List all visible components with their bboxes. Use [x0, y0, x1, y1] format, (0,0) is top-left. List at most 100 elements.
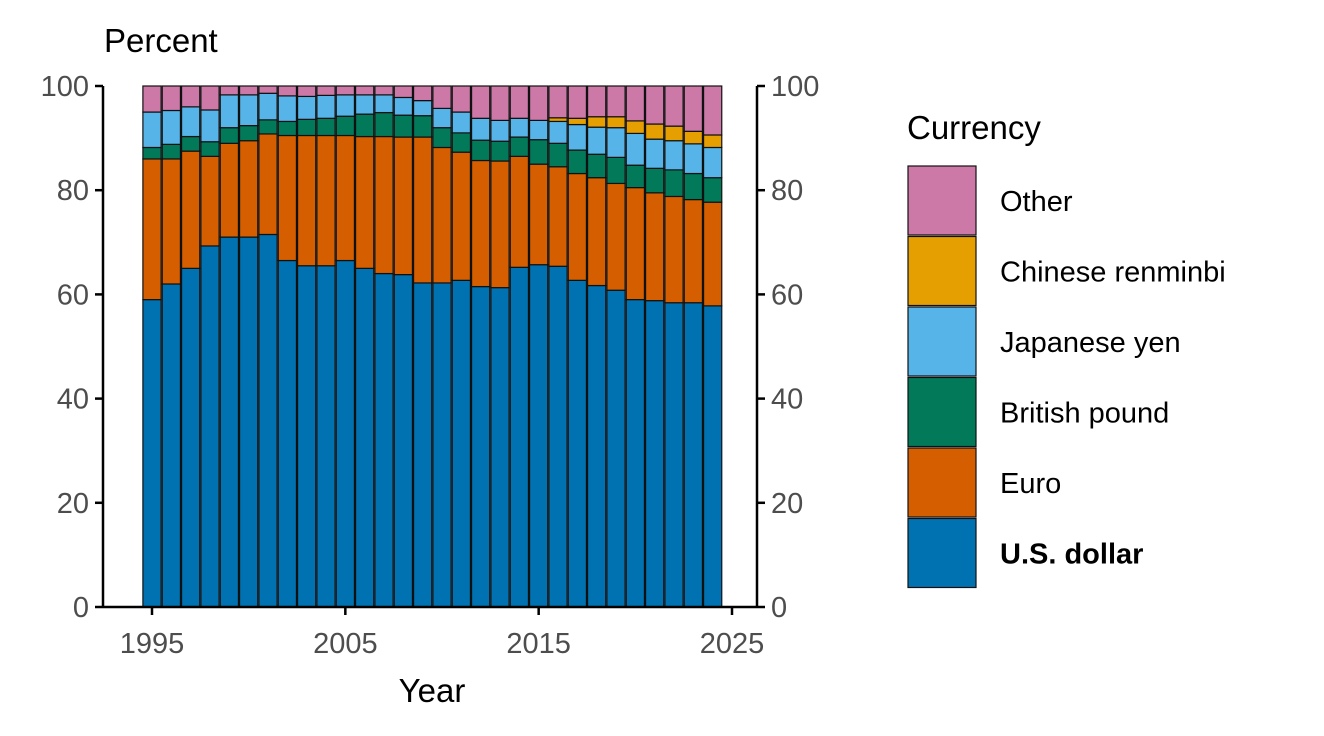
bar-other-2024: [702, 85, 723, 136]
bar-british-pound-2024: [702, 177, 723, 203]
bars: [142, 85, 723, 608]
bar-euro-2006: [354, 135, 375, 269]
bar-other-2010: [432, 85, 452, 110]
right-tick-label: 40: [771, 384, 803, 416]
bar-japanese-yen-2005: [335, 94, 356, 117]
x-axis-label: Year: [399, 672, 466, 709]
bar-euro-2012: [470, 159, 491, 288]
axes: 0 0 20 20 40 40 60 60 80 80 100 100 1995 2005 2015 2025: [41, 71, 820, 660]
bar-u-s-dollar-2021: [644, 300, 665, 608]
bar-british-pound-2023: [683, 172, 704, 201]
bar-euro-2001: [258, 133, 278, 236]
bar-other-2002: [277, 85, 298, 97]
bar-japanese-yen-2012: [470, 117, 491, 141]
legend-swatch: [907, 376, 977, 448]
legend-label: Japanese yen: [1000, 327, 1181, 359]
bar-japanese-yen-2011: [451, 111, 472, 134]
left-tick-label: 40: [57, 384, 89, 416]
bar-chinese-renminbi-2019: [606, 116, 626, 129]
bar-japanese-yen-2009: [412, 99, 433, 117]
bar-other-2007: [374, 85, 394, 96]
bar-british-pound-2004: [316, 117, 336, 137]
bar-euro-2013: [490, 160, 510, 289]
bar-u-s-dollar-2002: [277, 259, 298, 608]
legend-label: Chinese renminbi: [1000, 257, 1226, 289]
bar-u-s-dollar-2023: [683, 302, 704, 608]
bar-chinese-renminbi-2022: [664, 125, 684, 142]
bar-u-s-dollar-2008: [393, 274, 414, 608]
bar-british-pound-1997: [180, 135, 201, 152]
left-tick-label: 100: [41, 71, 89, 103]
bar-other-2004: [316, 85, 336, 96]
bar-other-2022: [664, 85, 684, 127]
bar-u-s-dollar-2004: [316, 265, 336, 608]
bar-chinese-renminbi-2017: [567, 117, 588, 126]
bar-chinese-renminbi-2020: [625, 120, 646, 135]
left-tick-label: 20: [57, 488, 89, 520]
bar-euro-1998: [200, 155, 220, 247]
bar-u-s-dollar-2007: [374, 272, 394, 608]
legend-label: Euro: [1000, 468, 1061, 500]
bar-euro-1999: [219, 142, 240, 238]
bar-other-2011: [451, 85, 472, 113]
bar-other-1998: [200, 85, 220, 111]
bar-japanese-yen-1995: [142, 111, 162, 149]
bar-euro-2017: [567, 172, 588, 281]
bar-other-1995: [142, 85, 162, 113]
bar-japanese-yen-2014: [509, 117, 530, 138]
bar-japanese-yen-2022: [664, 140, 684, 171]
bar-u-s-dollar-2010: [432, 282, 452, 608]
bar-u-s-dollar-2020: [625, 299, 646, 608]
bar-british-pound-2019: [606, 156, 626, 185]
bar-british-pound-2007: [374, 111, 394, 138]
left-tick-label: 0: [73, 592, 89, 624]
bar-other-2017: [567, 85, 588, 119]
bar-euro-2002: [277, 134, 298, 262]
bar-british-pound-1998: [200, 141, 220, 157]
legend-swatch: [907, 517, 977, 589]
bar-u-s-dollar-1998: [200, 245, 220, 608]
bar-british-pound-1996: [161, 143, 182, 160]
bar-japanese-yen-2024: [702, 146, 723, 179]
bar-u-s-dollar-2012: [470, 285, 491, 608]
bar-euro-2016: [548, 166, 568, 267]
bar-british-pound-2012: [470, 139, 491, 162]
bar-chinese-renminbi-2023: [683, 130, 704, 145]
bar-euro-2011: [451, 151, 472, 281]
bar-japanese-yen-1996: [161, 109, 182, 145]
bar-u-s-dollar-2022: [664, 302, 684, 608]
bar-other-1997: [180, 85, 201, 108]
bar-japanese-yen-2002: [277, 95, 298, 123]
bar-british-pound-2003: [296, 118, 317, 137]
bar-japanese-yen-2010: [432, 107, 452, 129]
bar-other-2005: [335, 85, 356, 96]
bar-other-2023: [683, 85, 704, 132]
legend: Other Chinese renminbi Japanese yen British…: [907, 165, 1226, 589]
bar-japanese-yen-2003: [296, 95, 317, 120]
bar-u-s-dollar-2001: [258, 233, 278, 608]
bar-other-2016: [548, 85, 568, 119]
bar-chinese-renminbi-2021: [644, 123, 665, 140]
bar-u-s-dollar-2000: [238, 236, 259, 608]
left-tick-label: 60: [57, 279, 89, 311]
bar-british-pound-1995: [142, 146, 162, 160]
bar-other-2014: [509, 85, 530, 119]
right-tick-label: 80: [771, 175, 803, 207]
bar-other-2009: [412, 85, 433, 102]
legend-title: Currency: [907, 109, 1041, 146]
bar-euro-1995: [142, 158, 162, 301]
bar-japanese-yen-1999: [219, 94, 240, 129]
bar-british-pound-1999: [219, 127, 240, 144]
bar-japanese-yen-1998: [200, 109, 220, 143]
bar-u-s-dollar-2017: [567, 279, 588, 608]
left-tick-label: 80: [57, 175, 89, 207]
bar-euro-2024: [702, 201, 723, 307]
bar-euro-2021: [644, 192, 665, 302]
x-tick-label: 2015: [506, 628, 571, 660]
bar-british-pound-2005: [335, 115, 356, 137]
bar-other-1999: [219, 85, 240, 96]
bar-euro-2014: [509, 155, 530, 268]
bar-british-pound-2014: [509, 136, 530, 157]
bar-u-s-dollar-2006: [354, 267, 375, 608]
